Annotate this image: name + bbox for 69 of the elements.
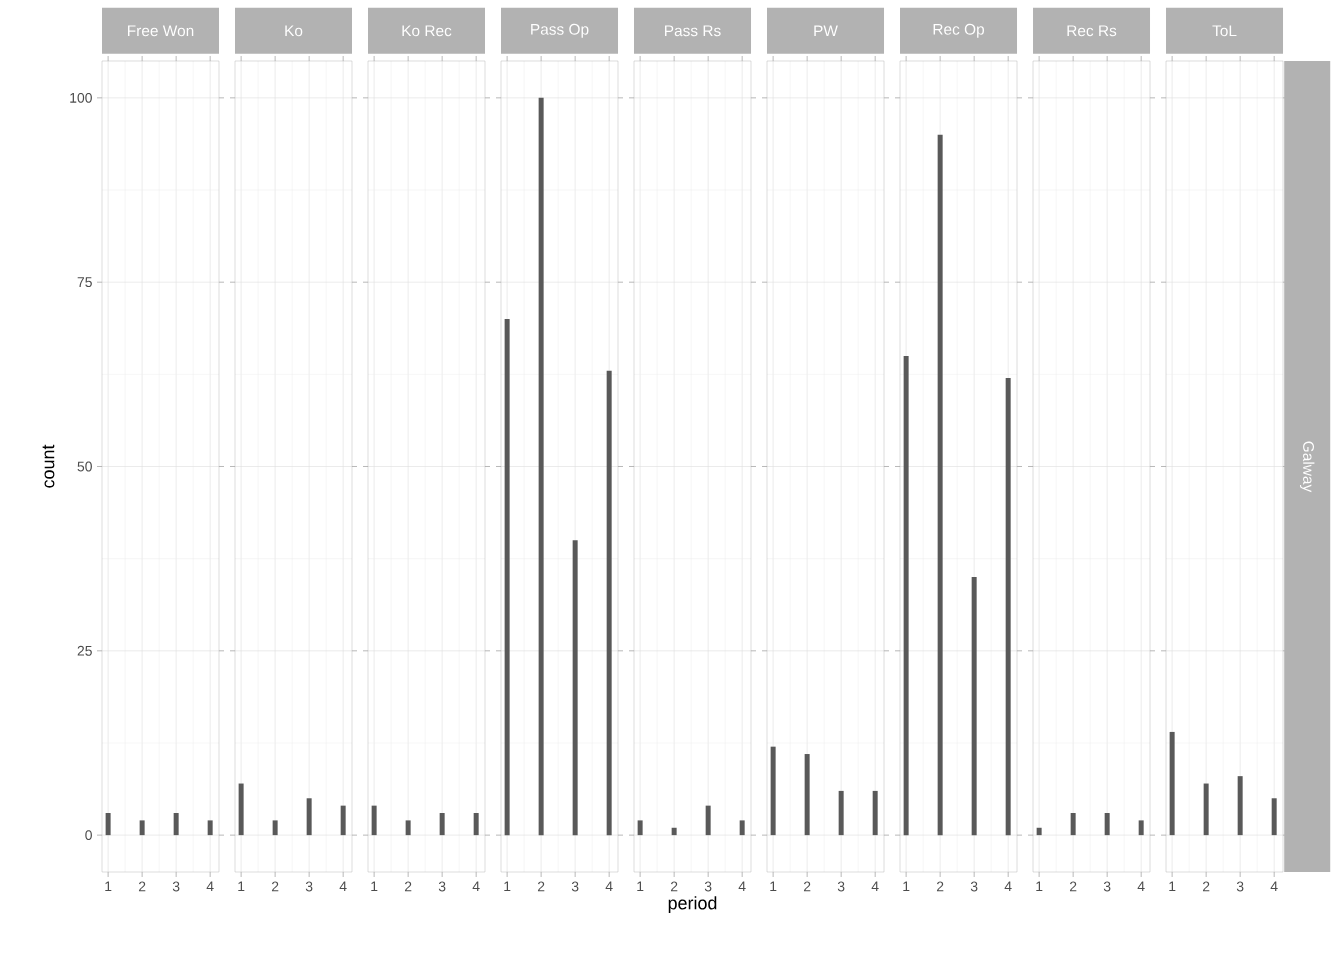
x-tick-label: 3 xyxy=(837,881,845,892)
x-tick-label: 3 xyxy=(438,881,446,892)
bar xyxy=(903,355,909,836)
x-tick-label: 4 xyxy=(1137,881,1145,892)
x-tick-label: 3 xyxy=(970,881,978,892)
text: Galway xyxy=(1300,441,1315,493)
x-tick-label: 3 xyxy=(172,881,180,892)
y-tick-label: 75 xyxy=(77,277,92,288)
bar xyxy=(1169,731,1175,836)
bar xyxy=(1203,783,1209,836)
x-tick-label: 1 xyxy=(238,881,245,892)
chart-title: Ko xyxy=(285,25,303,37)
x-tick-label: 1 xyxy=(1036,881,1043,892)
x-tick-label: 1 xyxy=(1169,881,1176,892)
chart-title: Free Won xyxy=(128,25,194,37)
bar xyxy=(1005,378,1011,836)
x-tick-label: 2 xyxy=(537,881,545,892)
x-tick-label: 2 xyxy=(271,881,279,892)
x-tick-label: 4 xyxy=(738,881,746,892)
x-tick-label: 4 xyxy=(605,881,613,892)
x-tick-label: 2 xyxy=(803,881,811,892)
x-tick-label: 4 xyxy=(1004,881,1012,892)
x-tick-label: 3 xyxy=(571,881,579,892)
bar xyxy=(937,134,943,836)
x-tick-label: 4 xyxy=(472,881,480,892)
x-tick-label: 1 xyxy=(770,881,777,892)
x-tick-label: 1 xyxy=(105,881,112,892)
x-axis-title: period xyxy=(668,896,717,913)
bar xyxy=(572,540,578,836)
x-tick-label: 4 xyxy=(1270,881,1278,892)
x-tick-label: 4 xyxy=(871,881,879,892)
chart-title: ToL xyxy=(1212,25,1237,37)
x-tick-label: 3 xyxy=(1236,881,1244,892)
bar xyxy=(971,577,977,836)
bar xyxy=(272,820,278,836)
bar xyxy=(504,319,510,836)
x-tick-label: 1 xyxy=(504,881,511,892)
chart-title: Pass Rs xyxy=(665,25,721,37)
chart-title: PW xyxy=(814,25,838,37)
x-tick-label: 4 xyxy=(206,881,214,892)
x-tick-label: 2 xyxy=(670,881,678,892)
x-tick-label: 1 xyxy=(371,881,378,892)
bar xyxy=(1237,776,1243,836)
x-tick-label: 3 xyxy=(704,881,712,892)
x-tick-label: 1 xyxy=(903,881,910,892)
y-tick-label: 25 xyxy=(77,645,92,656)
x-tick-label: 2 xyxy=(1202,881,1210,892)
x-tick-label: 3 xyxy=(1103,881,1111,892)
chart-title: Ko Rec xyxy=(402,25,452,37)
chart-title: Rec Rs xyxy=(1067,25,1117,37)
x-tick-label: 4 xyxy=(339,881,347,892)
chart-title: Rec Op xyxy=(933,23,985,38)
x-tick-label: 2 xyxy=(936,881,944,892)
x-tick-label: 3 xyxy=(305,881,313,892)
bar xyxy=(340,805,346,836)
x-tick-label: 1 xyxy=(637,881,644,892)
y-tick-label: 0 xyxy=(85,830,92,841)
x-tick-label: 2 xyxy=(1069,881,1077,892)
y-tick-label: 50 xyxy=(77,461,92,472)
bar xyxy=(606,370,612,836)
x-tick-label: 2 xyxy=(404,881,412,892)
bar xyxy=(306,798,312,836)
bar xyxy=(538,97,544,836)
chart-title: Pass Op xyxy=(531,23,589,38)
y-axis-title: count xyxy=(42,444,55,488)
bar xyxy=(238,783,244,836)
bar xyxy=(1271,798,1277,836)
y-tick-label: 100 xyxy=(70,92,92,103)
x-tick-label: 2 xyxy=(138,881,146,892)
